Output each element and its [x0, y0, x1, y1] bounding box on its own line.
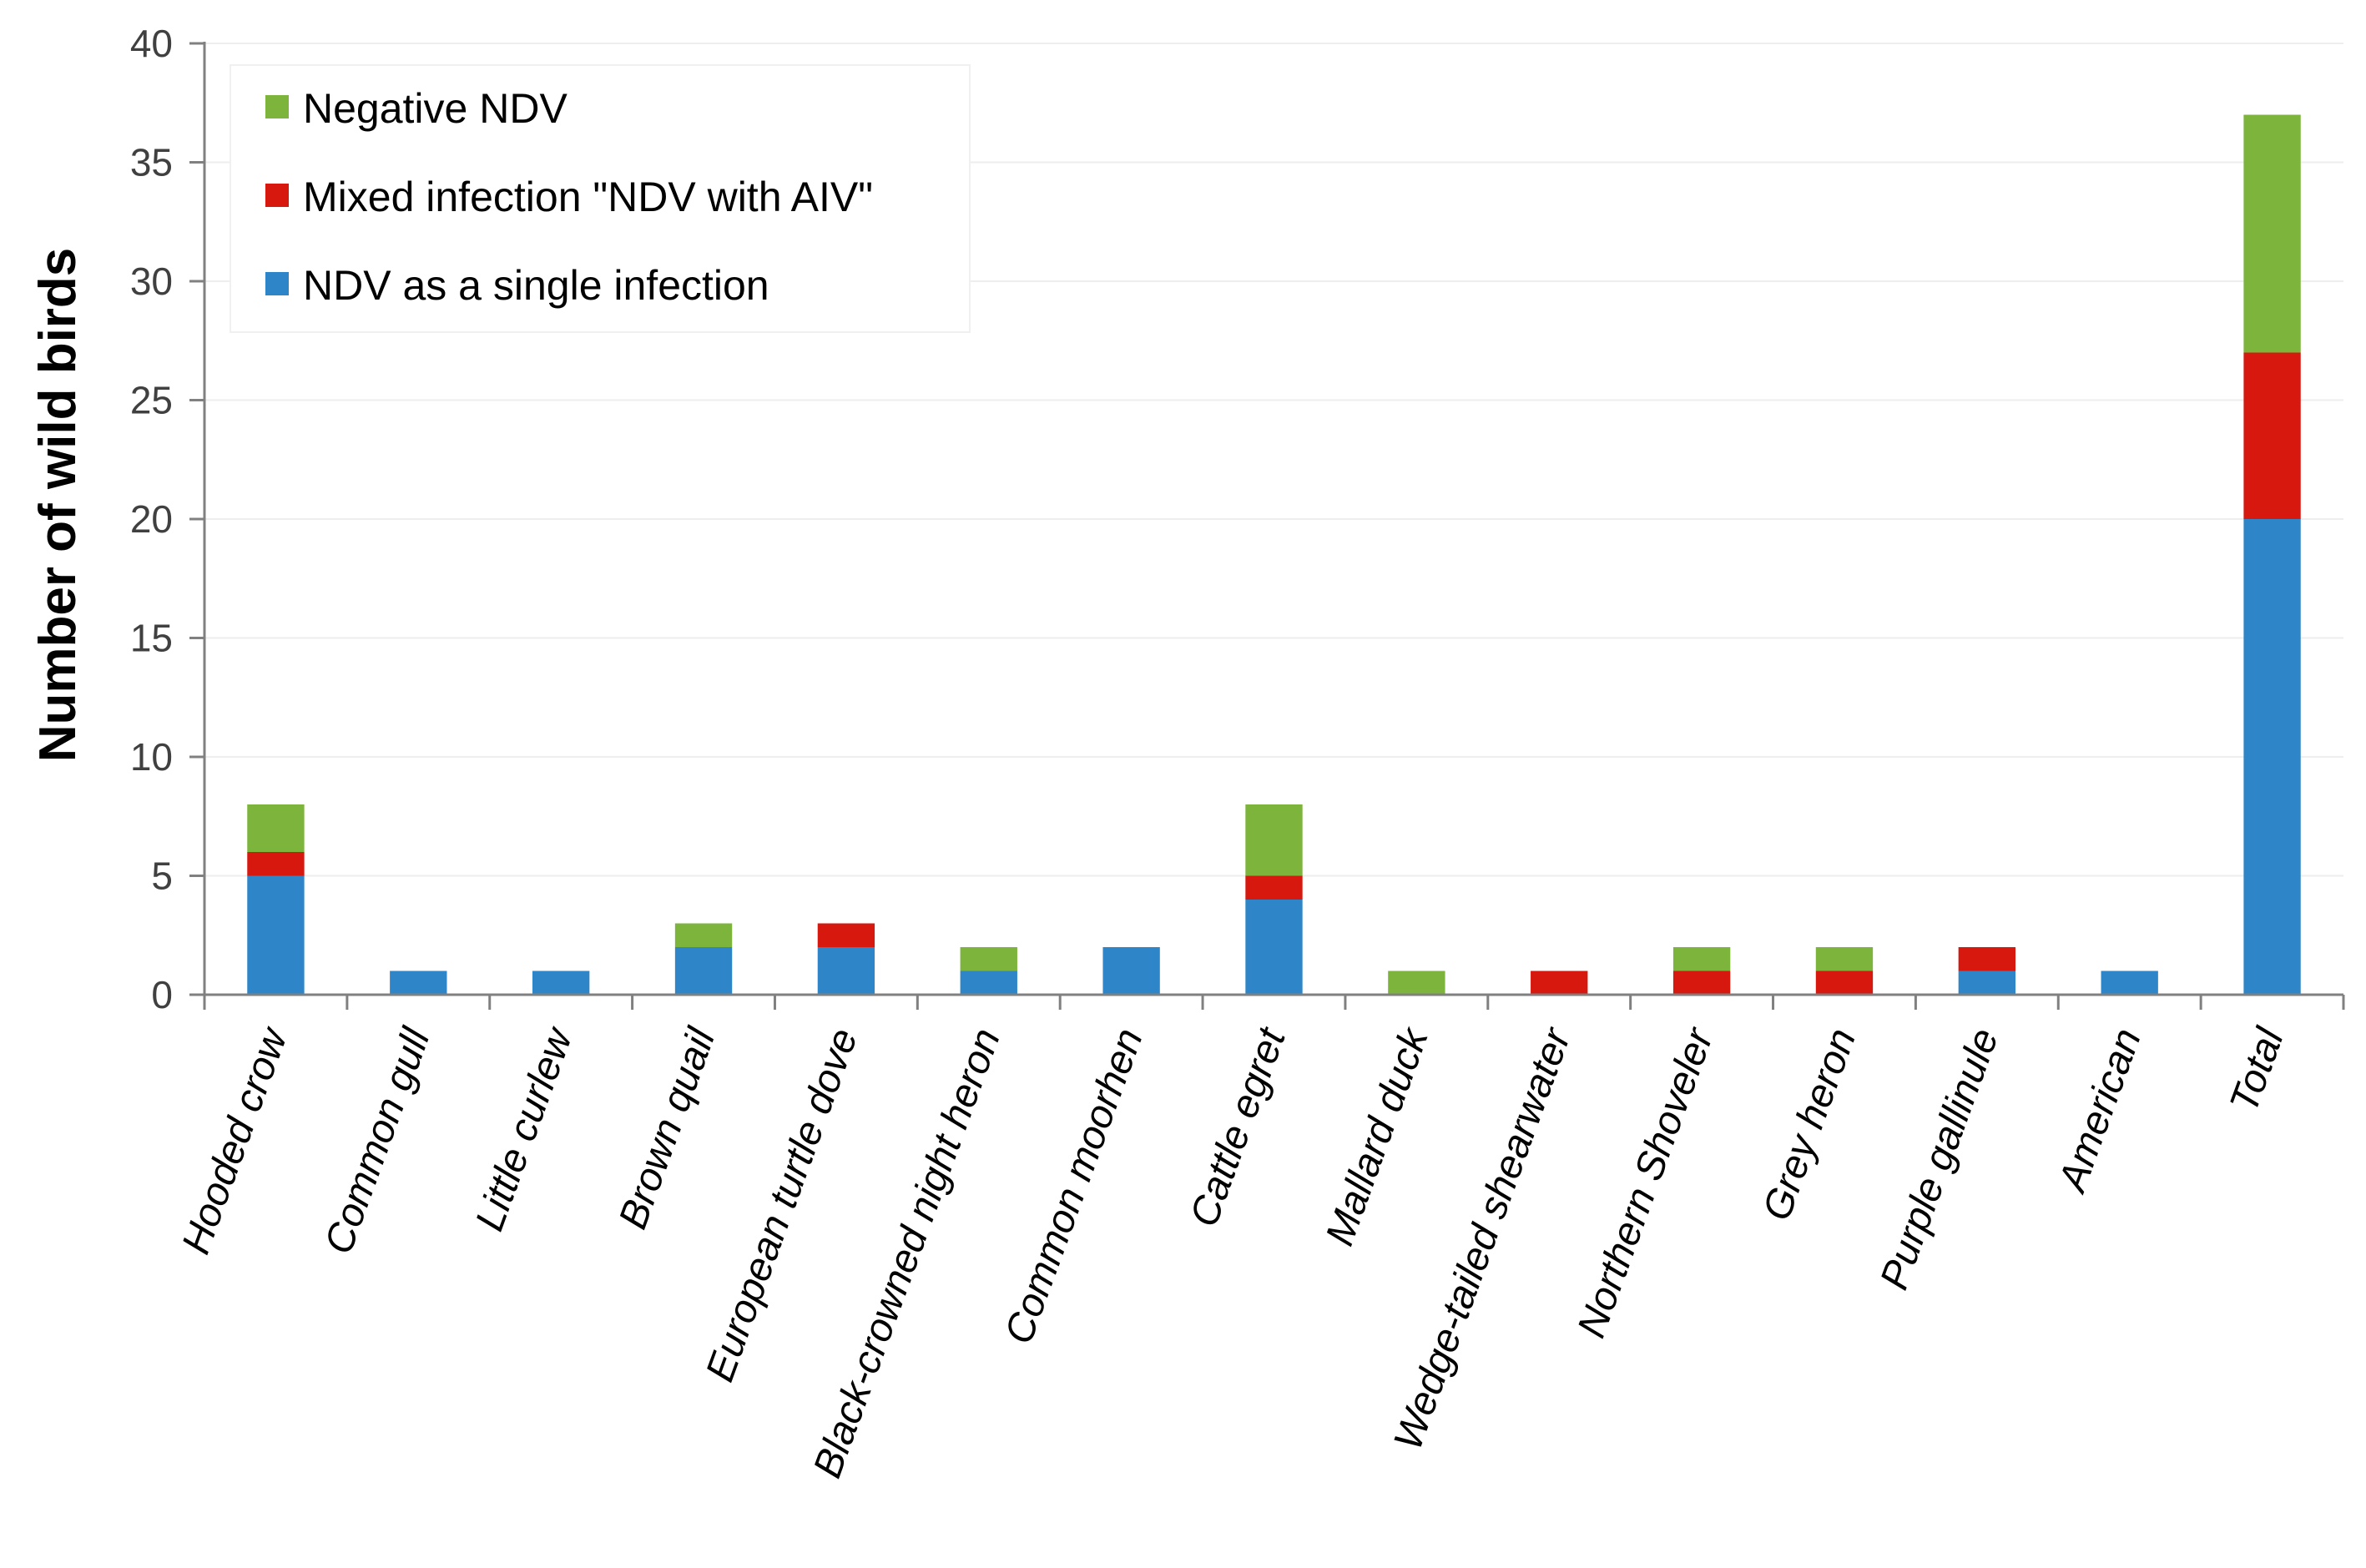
bar-segment	[1388, 971, 1445, 995]
x-category-label: Little curlew	[467, 1021, 583, 1237]
bar-segment	[247, 875, 305, 995]
bar-segment	[2243, 114, 2301, 353]
legend-label: Negative NDV	[303, 85, 568, 132]
x-category-label: Northern Shoveler	[1569, 1021, 1723, 1344]
y-tick-label: 10	[130, 735, 173, 779]
bar-segment	[1102, 947, 1160, 995]
x-category-label: Total	[2222, 1021, 2293, 1118]
legend-swatch	[265, 184, 289, 207]
y-tick-label: 35	[130, 141, 173, 184]
y-tick-label: 15	[130, 617, 173, 660]
x-category-label: Mallard duck	[1318, 1021, 1438, 1252]
legend: Negative NDV Mixed infection "NDV with AI…	[230, 64, 971, 333]
bar-segment	[1815, 971, 1874, 995]
x-category-label: Hooded crow	[174, 1021, 297, 1260]
bar-segment	[817, 947, 875, 995]
bar-segment	[1245, 804, 1303, 876]
legend-swatch	[265, 95, 289, 118]
bar-segment	[1958, 971, 2016, 995]
bars	[247, 114, 2301, 995]
bar-segment	[2243, 352, 2301, 519]
bar-segment	[390, 971, 447, 995]
bar-segment	[532, 971, 590, 995]
bar-segment	[247, 804, 305, 852]
bar-segment	[674, 923, 733, 947]
y-tick-label: 40	[130, 22, 173, 65]
y-tick-label: 20	[130, 497, 173, 541]
bar-segment	[817, 923, 875, 947]
bar-segment	[1672, 947, 1731, 971]
bar-segment	[674, 947, 733, 995]
bar-segment	[2243, 519, 2301, 995]
y-tick-label: 0	[151, 973, 173, 1016]
x-category-label: Common gull	[316, 1021, 439, 1259]
y-tick-label: 25	[130, 379, 173, 422]
bar-segment	[2101, 971, 2158, 995]
x-category-label: Purple gallinule	[1872, 1023, 2007, 1296]
x-category-label: Cattle egret	[1182, 1021, 1294, 1233]
bar-segment	[960, 947, 1017, 971]
y-tick-label: 30	[130, 260, 173, 303]
bar-segment	[1815, 947, 1874, 971]
bar-segment	[247, 852, 305, 876]
x-category-label: American	[2050, 1023, 2150, 1199]
x-category-label: Brown quail	[611, 1021, 724, 1234]
legend-swatch	[265, 272, 289, 295]
y-axis-title: Number of wild birds	[29, 248, 87, 763]
x-category-label: Common moorhen	[996, 1023, 1152, 1350]
y-tick-labels: 0 5 10 15 20 25 30 35 40	[130, 22, 173, 1016]
axes	[189, 42, 2345, 1010]
x-category-labels: Hooded crow Common gull Little curlew Brown…	[174, 1021, 2293, 1484]
y-tick-label: 5	[151, 855, 173, 898]
x-category-label: Grey heron	[1754, 1023, 1864, 1227]
legend-frame	[230, 64, 971, 333]
bar-segment	[1958, 947, 2016, 971]
bar-segment	[1531, 971, 1588, 995]
bar-segment	[1245, 900, 1303, 995]
bar-segment	[1245, 875, 1303, 900]
bar-segment	[960, 971, 1017, 995]
bar-segment	[1672, 971, 1731, 995]
legend-label: NDV as a single infection	[303, 262, 769, 309]
x-category-label: European turtle dove	[698, 1023, 866, 1388]
legend-label: Mixed infection "NDV with AIV"	[303, 174, 873, 220]
